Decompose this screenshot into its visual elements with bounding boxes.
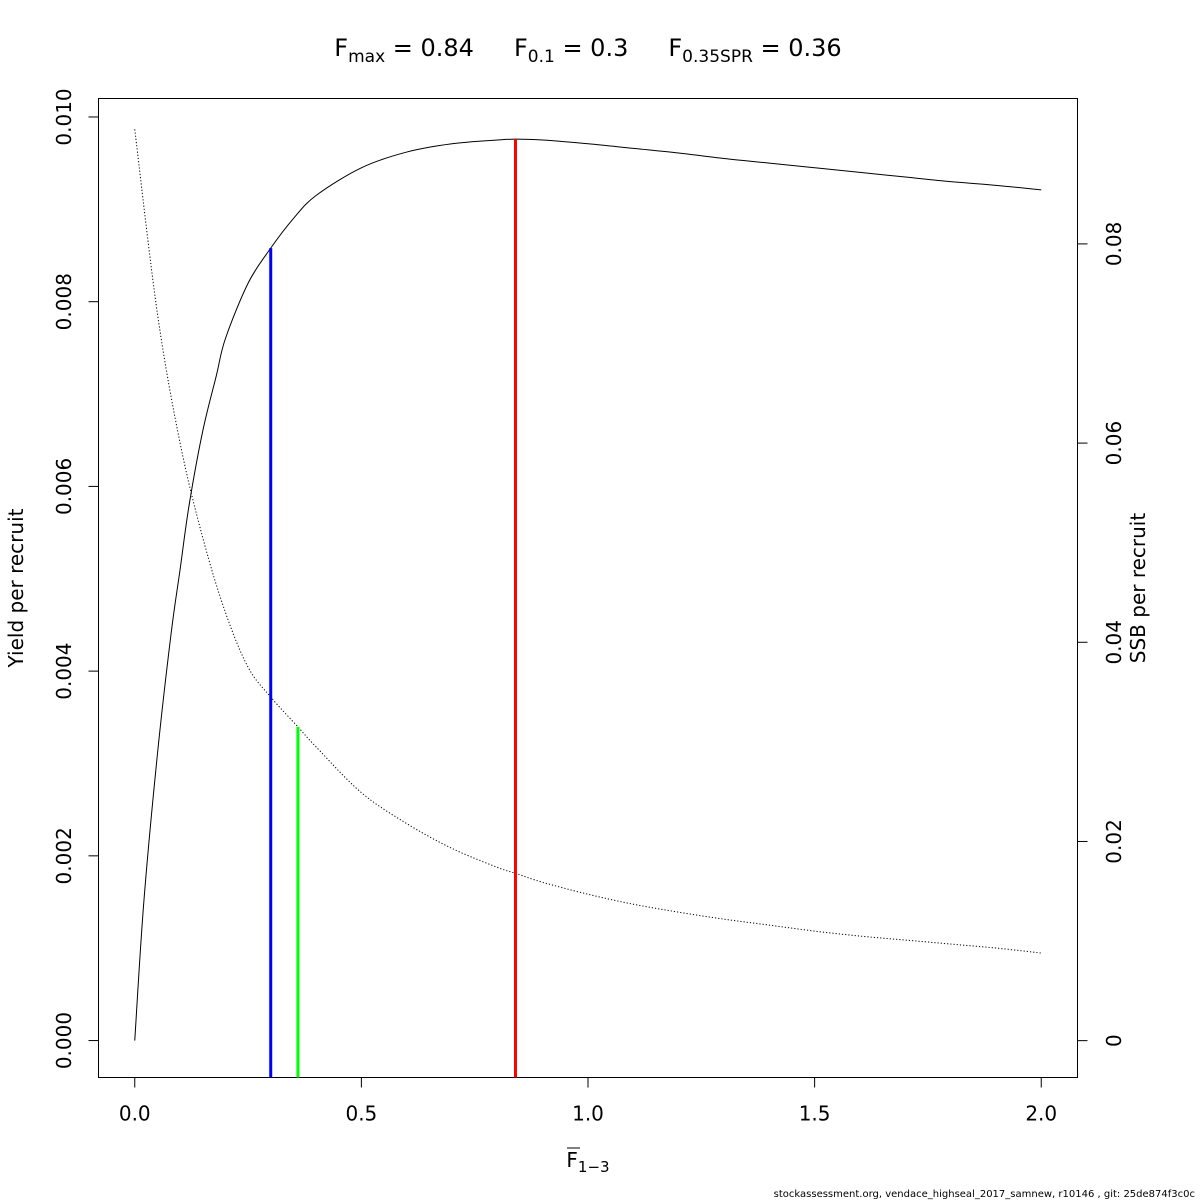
y-right-tick-label: 0.04 <box>1102 620 1126 665</box>
x-tick-label: 1.0 <box>572 1102 604 1126</box>
y-right-tick-label: 0 <box>1102 1034 1126 1047</box>
title-f01-sub: 0.1 <box>528 47 555 67</box>
title-f01-main: F <box>514 34 528 62</box>
x-tick-label: 0.0 <box>119 1102 151 1126</box>
series-layer <box>134 129 1042 1041</box>
x-axis: 0.0 0.5 1.0 1.5 2.0 <box>119 1077 1057 1126</box>
footer-credit: stockassessment.org, vendace_highseal_20… <box>774 1189 1195 1200</box>
x-tick-label: 2.0 <box>1025 1102 1057 1126</box>
title-fspr-main: F <box>668 34 682 62</box>
title-f01-value: = 0.3 <box>555 34 629 62</box>
title-fmax-sub: max <box>348 47 385 67</box>
y-right-tick-label: 0.06 <box>1102 421 1126 466</box>
y-left-tick-label: 0.000 <box>52 1012 76 1069</box>
y-axis-left: 0.000 0.002 0.004 0.006 0.008 0.010 <box>52 88 99 1069</box>
x-tick-label: 1.5 <box>799 1102 831 1126</box>
x-tick-label: 0.5 <box>345 1102 377 1126</box>
y-left-tick-label: 0.004 <box>52 642 76 699</box>
x-axis-label-sub: 1−3 <box>578 1158 610 1176</box>
y-right-tick-label: 0.08 <box>1102 222 1126 267</box>
title-fmax-main: F <box>334 34 348 62</box>
chart-title: Fmax = 0.84 F0.1 = 0.3 F0.35SPR = 0.36 <box>334 34 841 67</box>
title-fmax-value: = 0.84 <box>385 34 474 62</box>
y-axis-right: 0 0.02 0.04 0.06 0.08 <box>1077 222 1126 1047</box>
y-left-tick-label: 0.010 <box>52 88 76 145</box>
y-axis-right-label: SSB per recruit <box>1126 513 1150 664</box>
y-left-tick-label: 0.002 <box>52 827 76 884</box>
title-fspr-sub: 0.35SPR <box>682 47 753 67</box>
yield-per-recruit-line <box>134 138 1042 1041</box>
y-left-tick-label: 0.006 <box>52 458 76 515</box>
x-axis-label: F1−3 <box>566 1148 609 1176</box>
x-axis-label-main: F <box>566 1148 578 1172</box>
ssb-per-recruit-line <box>134 129 1042 954</box>
y-axis-left-label: Yield per recruit <box>4 508 28 668</box>
y-right-tick-label: 0.02 <box>1102 819 1126 864</box>
reference-lines <box>269 139 517 1078</box>
title-fspr-value: = 0.36 <box>753 34 842 62</box>
y-left-tick-label: 0.008 <box>52 273 76 330</box>
